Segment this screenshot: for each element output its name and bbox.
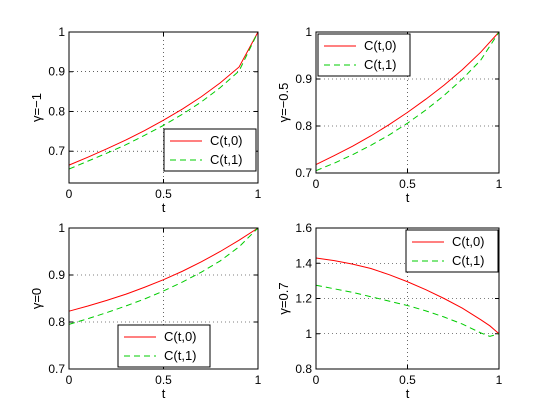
x-tick-label: 1 bbox=[255, 373, 262, 387]
y-axis-label: γ=−0.5 bbox=[276, 83, 291, 123]
legend-entry: C(t,1) bbox=[364, 57, 397, 72]
x-tick-label: 0.5 bbox=[399, 177, 416, 191]
y-tick-label: 0.8 bbox=[295, 119, 312, 133]
y-axis-label: γ=0 bbox=[29, 288, 44, 309]
y-tick-label: 1 bbox=[58, 25, 65, 39]
y-tick-label: 0.7 bbox=[48, 144, 65, 158]
y-tick-label: 0.9 bbox=[295, 72, 312, 86]
chart-panel-1: 0 0.5 1 0.7 0.8 0.9 1 t γ=−1 C(t,0) C(t,1) bbox=[29, 25, 262, 215]
y-tick-label: 1.2 bbox=[295, 292, 312, 306]
legend-entry: C(t,0) bbox=[210, 133, 243, 148]
series-line-c-t-1 bbox=[315, 31, 500, 172]
series-line-c-t-1 bbox=[68, 227, 259, 325]
y-tick-label: 1.6 bbox=[295, 221, 312, 235]
x-tick-label: 0 bbox=[313, 373, 320, 387]
y-tick-label: 0.9 bbox=[48, 268, 65, 282]
legend: C(t,0) C(t,1) bbox=[317, 33, 411, 77]
legend-box bbox=[117, 324, 211, 368]
legend-entry: C(t,0) bbox=[364, 38, 397, 53]
legend-box bbox=[163, 128, 257, 172]
axes-box bbox=[315, 31, 500, 174]
x-tick-label: 0 bbox=[66, 373, 73, 387]
y-tick-label: 0.7 bbox=[48, 362, 65, 376]
legend-entry: C(t,0) bbox=[452, 234, 485, 249]
legend-box bbox=[317, 33, 411, 77]
chart-panel-4: 0 0.5 1 0.8 1 1.2 1.4 1.6 t γ=0.7 C(t,0) C(t,1) bbox=[276, 221, 503, 401]
legend: C(t,0) C(t,1) bbox=[405, 229, 499, 273]
y-tick-label: 1.4 bbox=[295, 256, 312, 270]
axes-box bbox=[68, 227, 259, 370]
legend: C(t,0) C(t,1) bbox=[163, 128, 257, 172]
y-tick-label: 1 bbox=[305, 25, 312, 39]
chart-panel-3: 0 0.5 1 0.7 0.8 0.9 1 t γ=0 C(t,0) C(t,1) bbox=[29, 221, 262, 401]
legend-entry: C(t,0) bbox=[164, 329, 197, 344]
series-line-c-t-0 bbox=[68, 227, 259, 312]
series-line-c-t-1 bbox=[315, 284, 500, 337]
legend-entry: C(t,1) bbox=[210, 152, 243, 167]
axes-box bbox=[315, 227, 500, 370]
x-tick-label: 1 bbox=[496, 177, 503, 191]
x-axis-label: t bbox=[406, 190, 410, 205]
x-tick-label: 0 bbox=[313, 177, 320, 191]
y-tick-label: 0.8 bbox=[295, 362, 312, 376]
series-line-c-t-0 bbox=[315, 31, 500, 165]
legend-entry: C(t,1) bbox=[164, 348, 197, 363]
y-tick-label: 0.8 bbox=[48, 104, 65, 118]
y-tick-label: 0.9 bbox=[48, 65, 65, 79]
x-axis-label: t bbox=[406, 386, 410, 401]
x-axis-label: t bbox=[162, 386, 166, 401]
x-axis-label: t bbox=[162, 200, 166, 215]
x-tick-label: 0.5 bbox=[399, 373, 416, 387]
y-tick-label: 1 bbox=[305, 327, 312, 341]
x-tick-label: 1 bbox=[255, 187, 262, 201]
x-tick-label: 1 bbox=[496, 373, 503, 387]
series-line-c-t-0 bbox=[68, 31, 259, 166]
series-line-c-t-1 bbox=[68, 31, 259, 170]
legend-box bbox=[405, 229, 499, 273]
chart-panel-2: 0 0.5 1 0.7 0.8 0.9 1 t γ=−0.5 C(t,0) C(t,1) bbox=[276, 25, 503, 205]
legend: C(t,0) C(t,1) bbox=[117, 324, 211, 368]
axes-box bbox=[68, 31, 259, 184]
y-axis-label: γ=−1 bbox=[29, 93, 44, 122]
x-tick-label: 0 bbox=[66, 187, 73, 201]
y-tick-label: 0.7 bbox=[295, 166, 312, 180]
legend-entry: C(t,1) bbox=[452, 253, 485, 268]
x-tick-label: 0.5 bbox=[155, 373, 172, 387]
series-line-c-t-0 bbox=[315, 257, 500, 335]
y-tick-label: 1 bbox=[58, 221, 65, 235]
y-tick-label: 0.8 bbox=[48, 315, 65, 329]
y-axis-label: γ=0.7 bbox=[276, 282, 291, 314]
x-tick-label: 0.5 bbox=[155, 187, 172, 201]
